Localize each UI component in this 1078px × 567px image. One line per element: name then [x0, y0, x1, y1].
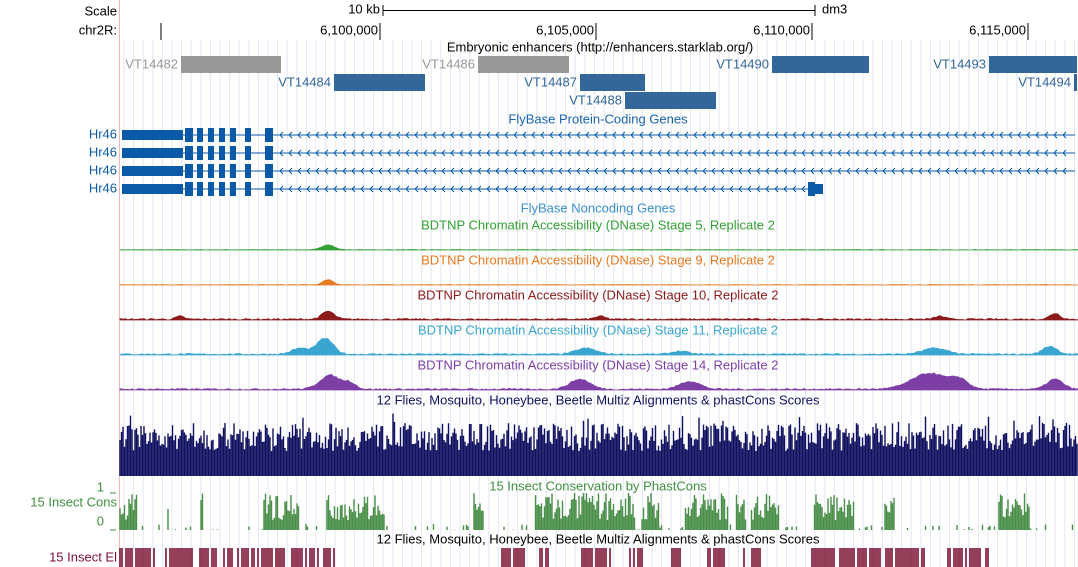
track-title: FlyBase Noncoding Genes	[521, 200, 676, 215]
enhancer-label: VT14488	[569, 92, 622, 107]
position-label: 6,110,000	[753, 22, 810, 37]
strand-arrows	[279, 185, 806, 193]
enhancer-label: VT14484	[278, 74, 331, 89]
exon	[230, 182, 236, 196]
exon	[265, 164, 273, 178]
enhancer-label: VT14486	[422, 56, 475, 71]
exon	[185, 146, 193, 160]
exon	[219, 128, 225, 142]
exon	[245, 146, 251, 160]
exon	[808, 182, 815, 196]
signal	[119, 338, 1078, 356]
exon	[219, 164, 225, 178]
signal	[119, 310, 1078, 321]
exon	[185, 182, 193, 196]
axis-min: 0	[97, 513, 104, 528]
axis-max: 1	[97, 479, 104, 494]
exon	[230, 146, 236, 160]
axis-ticks	[110, 492, 116, 531]
conserved-elements	[119, 548, 989, 567]
strand-arrows	[279, 131, 1067, 139]
exon	[245, 182, 251, 196]
exon	[208, 182, 214, 196]
enhancer-label: VT14490	[716, 56, 769, 71]
enhancer	[989, 56, 1077, 73]
utr	[122, 166, 183, 176]
track-title: BDTNP Chromatin Accessibility (DNase) St…	[417, 287, 778, 302]
signal	[119, 372, 1078, 391]
scale-bar	[382, 5, 816, 16]
enhancer	[772, 56, 869, 73]
utr	[122, 130, 183, 140]
exon	[265, 146, 273, 160]
enhancer	[334, 74, 425, 91]
track-label: 15 Insect Cons	[30, 494, 117, 509]
track-title: 15 Insect Conservation by PhastCons	[489, 478, 707, 493]
exon	[208, 128, 214, 142]
exon	[208, 164, 214, 178]
track-label: 15 Insect El	[49, 549, 117, 564]
exon	[185, 128, 193, 142]
grid	[123, 40, 1075, 567]
scale-label: Scale	[84, 3, 117, 18]
exon	[265, 182, 273, 196]
position-label: 6,100,000	[320, 22, 378, 37]
track-title: FlyBase Protein-Coding Genes	[508, 111, 688, 126]
enhancer	[625, 92, 716, 109]
gene-label: Hr46	[89, 162, 117, 177]
track-title: BDTNP Chromatin Accessibility (DNase) St…	[417, 357, 778, 372]
position-label: 6,105,000	[536, 22, 594, 37]
gene-label: Hr46	[89, 126, 117, 141]
exon	[185, 164, 193, 178]
strand-arrows	[279, 149, 1067, 157]
enhancer	[478, 56, 569, 73]
utr	[122, 184, 183, 194]
multiz-signal	[119, 413, 1078, 476]
enhancer-label: VT14482	[125, 56, 178, 71]
exon	[219, 182, 225, 196]
exon	[245, 128, 251, 142]
exon	[197, 128, 203, 142]
track-title: 12 Flies, Mosquito, Honeybee, Beetle Mul…	[377, 531, 820, 546]
strand-arrows	[279, 167, 1067, 175]
enhancer	[181, 56, 281, 73]
chrom-label: chr2R:	[79, 22, 117, 37]
enhancer-label: VT14487	[524, 74, 577, 89]
utr	[815, 184, 823, 194]
enhancer-label: VT14494	[1018, 74, 1071, 89]
phastcons-signal	[119, 493, 1074, 530]
scale-size: 10 kb	[348, 1, 380, 16]
track-title: BDTNP Chromatin Accessibility (DNase) St…	[418, 322, 778, 337]
exon	[197, 164, 203, 178]
exon	[208, 146, 214, 160]
enhancer-label: VT14493	[933, 56, 986, 71]
track-title: BDTNP Chromatin Accessibility (DNase) St…	[421, 217, 775, 232]
track-title: Embryonic enhancers (http://enhancers.st…	[447, 39, 753, 54]
exon	[230, 164, 236, 178]
exon	[219, 146, 225, 160]
gene-label: Hr46	[89, 144, 117, 159]
enhancer	[580, 74, 645, 91]
exon	[197, 182, 203, 196]
exon	[230, 128, 236, 142]
exon	[265, 128, 273, 142]
assembly: dm3	[822, 1, 847, 16]
exon	[197, 146, 203, 160]
track-title: BDTNP Chromatin Accessibility (DNase) St…	[421, 252, 775, 267]
position-label: 6,115,000	[969, 22, 1026, 37]
signal	[119, 244, 1078, 251]
gene-label: Hr46	[89, 180, 117, 195]
enhancer	[1074, 74, 1077, 91]
track-title: 12 Flies, Mosquito, Honeybee, Beetle Mul…	[377, 392, 820, 407]
exon	[245, 164, 251, 178]
utr	[122, 148, 183, 158]
signal	[119, 279, 1078, 286]
